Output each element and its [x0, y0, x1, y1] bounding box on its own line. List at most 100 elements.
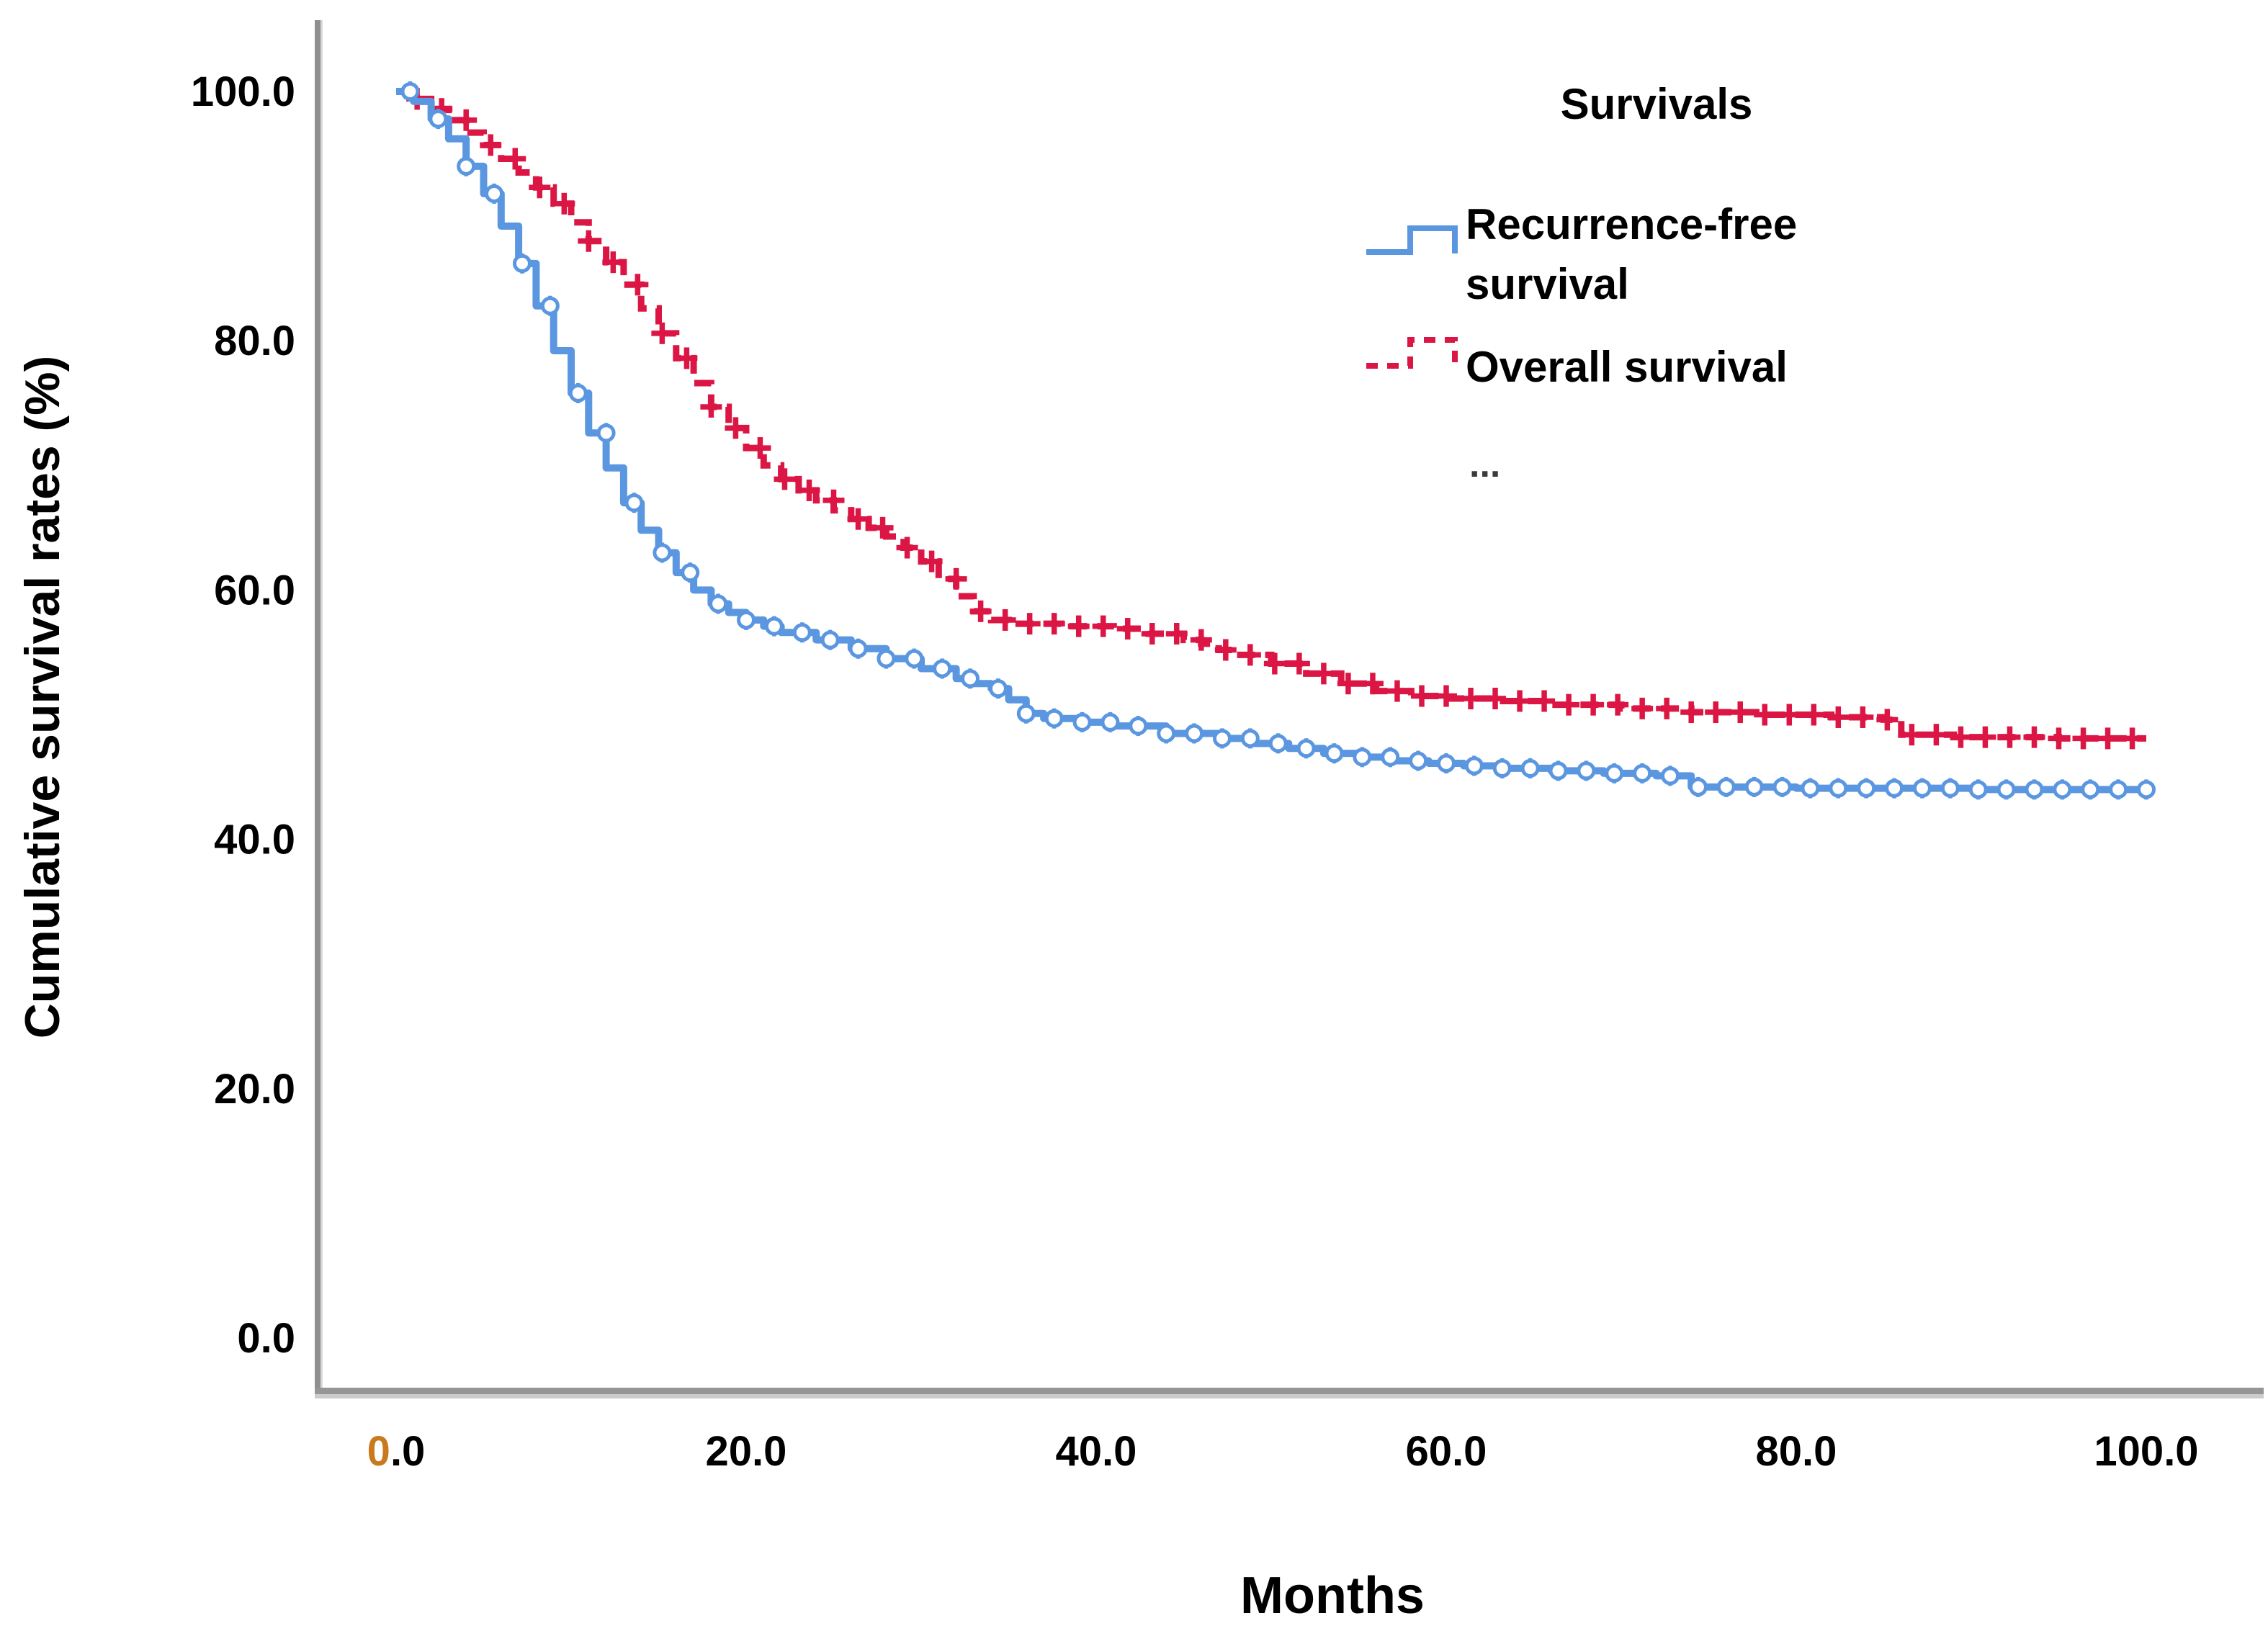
open-circle-marker — [1044, 709, 1064, 728]
y-tick-label: 80.0 — [214, 318, 295, 364]
open-circle-marker — [1492, 758, 1512, 778]
open-circle-marker — [653, 543, 672, 562]
x-tick-label: 100.0 — [2094, 1428, 2198, 1475]
open-circle-marker — [1605, 763, 1624, 783]
open-circle-marker — [709, 594, 728, 614]
open-circle-marker — [961, 669, 980, 688]
open-circle-marker — [1520, 758, 1540, 778]
y-tick-label: 60.0 — [214, 567, 295, 614]
open-circle-marker — [988, 679, 1008, 699]
open-circle-marker — [1325, 744, 1344, 763]
open-circle-marker — [905, 649, 924, 668]
recurrence-free-series — [396, 88, 2146, 794]
open-circle-marker — [1968, 780, 1988, 799]
open-circle-marker — [877, 649, 896, 668]
y-tick-label: 20.0 — [214, 1066, 295, 1113]
legend-item-overall-survival: Overall survival — [1466, 343, 1788, 391]
open-circle-marker — [1157, 724, 1176, 743]
legend: Survivals Recurrence-free survival Overa… — [1366, 80, 1797, 485]
open-circle-marker — [1857, 778, 1876, 798]
x-tick-label: 60.0 — [1406, 1428, 1487, 1475]
recurrence-free-curve — [396, 88, 2146, 794]
x-tick-label: 0.0 — [367, 1428, 426, 1475]
open-circle-marker — [2081, 780, 2100, 799]
legend-item-recurrence-free-line1: Recurrence-free — [1466, 200, 1797, 248]
open-circle-marker — [681, 563, 700, 583]
overall-survival-curve — [396, 88, 2146, 742]
open-circle-marker — [1661, 766, 1680, 786]
open-circle-marker — [1716, 777, 1736, 796]
open-circle-marker — [1185, 724, 1204, 743]
open-circle-marker — [1409, 751, 1428, 771]
open-circle-marker — [1633, 763, 1652, 783]
open-circle-marker — [1548, 761, 1568, 781]
open-circle-marker — [512, 253, 532, 273]
open-circle-marker — [1353, 747, 1372, 767]
open-circle-marker — [2137, 780, 2156, 799]
open-circle-marker — [764, 616, 784, 636]
open-circle-marker — [1296, 739, 1316, 758]
open-circle-marker — [624, 493, 644, 513]
open-circle-marker — [2053, 780, 2072, 799]
x-tick-label: 20.0 — [706, 1428, 787, 1475]
open-circle-marker — [1016, 704, 1036, 723]
overall-survival-markers — [406, 88, 2143, 750]
open-circle-marker — [540, 296, 560, 315]
open-circle-marker — [1940, 778, 1960, 798]
legend-ellipsis: ... — [1469, 444, 1500, 485]
curves — [396, 81, 2156, 800]
y-axis-tick-labels: 100.0 80.0 60.0 40.0 20.0 0.0 — [191, 68, 295, 1362]
recurrence-free-markers — [400, 81, 2156, 800]
x-axis-line — [315, 1388, 2264, 1394]
legend-recurrence-free-line-icon — [1366, 225, 1458, 255]
y-tick-label: 0.0 — [237, 1315, 295, 1362]
open-circle-marker — [485, 184, 504, 203]
open-circle-marker — [429, 109, 448, 129]
x-axis-title: Months — [1240, 1567, 1425, 1625]
open-circle-marker — [933, 659, 952, 678]
open-circle-marker — [1212, 729, 1232, 748]
legend-item-recurrence-free-line2: survival — [1466, 260, 1629, 308]
open-circle-marker — [848, 639, 868, 658]
y-tick-label: 40.0 — [214, 817, 295, 863]
x-tick-label: 40.0 — [1056, 1428, 1137, 1475]
open-circle-marker — [1801, 778, 1820, 798]
x-axis-tick-labels: 0.0 20.0 40.0 60.0 80.0 100.0 — [367, 1428, 2199, 1475]
y-axis-line — [315, 20, 321, 1394]
axes — [315, 20, 2264, 1398]
open-circle-marker — [1772, 777, 1792, 796]
open-circle-marker — [1577, 761, 1596, 781]
y-tick-label: 100.0 — [191, 68, 295, 115]
open-circle-marker — [820, 630, 840, 650]
open-circle-marker — [400, 82, 420, 101]
open-circle-marker — [1885, 778, 1904, 798]
open-circle-marker — [1688, 777, 1708, 796]
open-circle-marker — [1996, 780, 2016, 799]
open-circle-marker — [1268, 734, 1288, 753]
y-axis-line-highlight — [321, 20, 323, 1394]
legend-title: Survivals — [1561, 80, 1753, 128]
open-circle-marker — [1912, 778, 1932, 798]
legend-overall-survival-line-icon — [1366, 337, 1458, 369]
open-circle-marker — [1744, 777, 1764, 796]
open-circle-marker — [1240, 729, 1260, 748]
open-circle-marker — [1437, 754, 1456, 773]
open-circle-marker — [457, 156, 476, 176]
x-axis-line-highlight — [315, 1394, 2264, 1398]
open-circle-marker — [2025, 780, 2044, 799]
open-circle-marker — [1129, 717, 1148, 736]
open-circle-marker — [792, 623, 812, 642]
open-circle-marker — [1381, 747, 1400, 767]
open-circle-marker — [596, 423, 616, 443]
open-circle-marker — [737, 610, 756, 629]
open-circle-marker — [1829, 778, 1848, 798]
open-circle-marker — [2109, 780, 2128, 799]
x-tick-label: 80.0 — [1756, 1428, 1837, 1475]
open-circle-marker — [568, 383, 588, 403]
open-circle-marker — [1464, 756, 1484, 776]
open-circle-marker — [1101, 712, 1120, 732]
open-circle-marker — [1072, 712, 1092, 732]
overall-survival-series — [396, 88, 2146, 742]
